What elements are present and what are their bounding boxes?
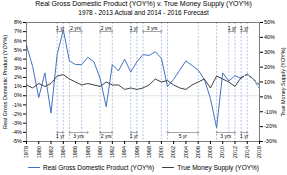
svg-text:1 yr: 1 yr — [240, 25, 249, 31]
svg-text:2 yrs: 2 yrs — [101, 25, 112, 31]
svg-text:2004: 2004 — [183, 146, 189, 158]
svg-text:20%: 20% — [264, 63, 275, 69]
svg-text:1998: 1998 — [146, 146, 152, 158]
svg-text:Real Gross Domestic Product (Y: Real Gross Domestic Product (YOY%) — [2, 34, 8, 128]
svg-text:-30%: -30% — [264, 138, 277, 144]
svg-text:1978: 1978 — [23, 146, 29, 158]
svg-text:-5%: -5% — [12, 138, 22, 144]
svg-text:3%: 3% — [14, 65, 22, 71]
svg-text:2002: 2002 — [170, 146, 176, 158]
svg-text:1994: 1994 — [121, 146, 127, 158]
html-text:Real Gross Domestic Product (Y: Real Gross Domestic Product (YOY%) v. Tr… — [35, 0, 252, 7]
svg-text:1 yr: 1 yr — [56, 25, 65, 31]
svg-text:1992: 1992 — [109, 146, 115, 158]
svg-text:-4%: -4% — [12, 129, 22, 135]
svg-text:1982: 1982 — [48, 146, 54, 158]
svg-text:-20%: -20% — [264, 123, 277, 129]
svg-text:10%: 10% — [264, 78, 275, 84]
svg-text:-10%: -10% — [264, 108, 277, 114]
svg-text:1 yr: 1 yr — [130, 132, 139, 138]
svg-text:50%: 50% — [264, 19, 275, 25]
svg-text:30%: 30% — [264, 49, 275, 55]
svg-text:0%: 0% — [14, 92, 22, 98]
svg-text:3 yrs: 3 yrs — [73, 132, 84, 138]
svg-text:1996: 1996 — [134, 146, 140, 158]
svg-text:-3%: -3% — [12, 119, 22, 125]
html-text:True Money Supply (YOY%): True Money Supply (YOY%) — [177, 163, 259, 171]
svg-text:40%: 40% — [264, 34, 275, 40]
html-text:Real Gross Domestic Product (Y: Real Gross Domestic Product (YOY%) — [43, 163, 155, 171]
svg-text:8%: 8% — [14, 19, 22, 25]
svg-text:2008: 2008 — [207, 146, 213, 158]
svg-text:1980: 1980 — [36, 146, 42, 158]
svg-text:2010: 2010 — [219, 146, 225, 158]
svg-text:2014: 2014 — [244, 146, 250, 158]
svg-text:1984: 1984 — [60, 146, 66, 158]
svg-text:1986: 1986 — [72, 146, 78, 158]
svg-text:1 yr: 1 yr — [240, 132, 249, 138]
svg-text:1988: 1988 — [85, 146, 91, 158]
svg-text:7%: 7% — [14, 28, 22, 34]
svg-text:1 yr: 1 yr — [228, 25, 237, 31]
svg-text:2012: 2012 — [232, 146, 238, 158]
html-text:1978 - 2013 Actual and 2014 -: 1978 - 2013 Actual and 2014 - 2016 Forec… — [78, 8, 209, 16]
svg-text:6%: 6% — [14, 37, 22, 43]
svg-text:1%: 1% — [14, 83, 22, 89]
svg-text:True Money Supply (YOY%): True Money Supply (YOY%) — [280, 47, 286, 116]
svg-text:-2%: -2% — [12, 110, 22, 116]
svg-text:1990: 1990 — [97, 146, 103, 158]
svg-text:5 yr: 5 yr — [179, 132, 188, 138]
svg-text:3 yrs: 3 yrs — [147, 25, 158, 31]
svg-text:2 yrs: 2 yrs — [101, 132, 112, 138]
svg-text:1 yr: 1 yr — [130, 25, 139, 31]
svg-text:0%: 0% — [264, 93, 272, 99]
svg-text:2006: 2006 — [195, 146, 201, 158]
svg-text:2%: 2% — [14, 74, 22, 80]
svg-text:3 yrs: 3 yrs — [220, 132, 231, 138]
svg-text:2016: 2016 — [256, 146, 262, 158]
svg-text:-1%: -1% — [12, 101, 22, 107]
svg-text:5%: 5% — [14, 46, 22, 52]
svg-text:4%: 4% — [14, 55, 22, 61]
svg-text:1 yr: 1 yr — [56, 132, 65, 138]
svg-text:2 yrs: 2 yrs — [70, 25, 81, 31]
svg-text:2000: 2000 — [158, 146, 164, 158]
